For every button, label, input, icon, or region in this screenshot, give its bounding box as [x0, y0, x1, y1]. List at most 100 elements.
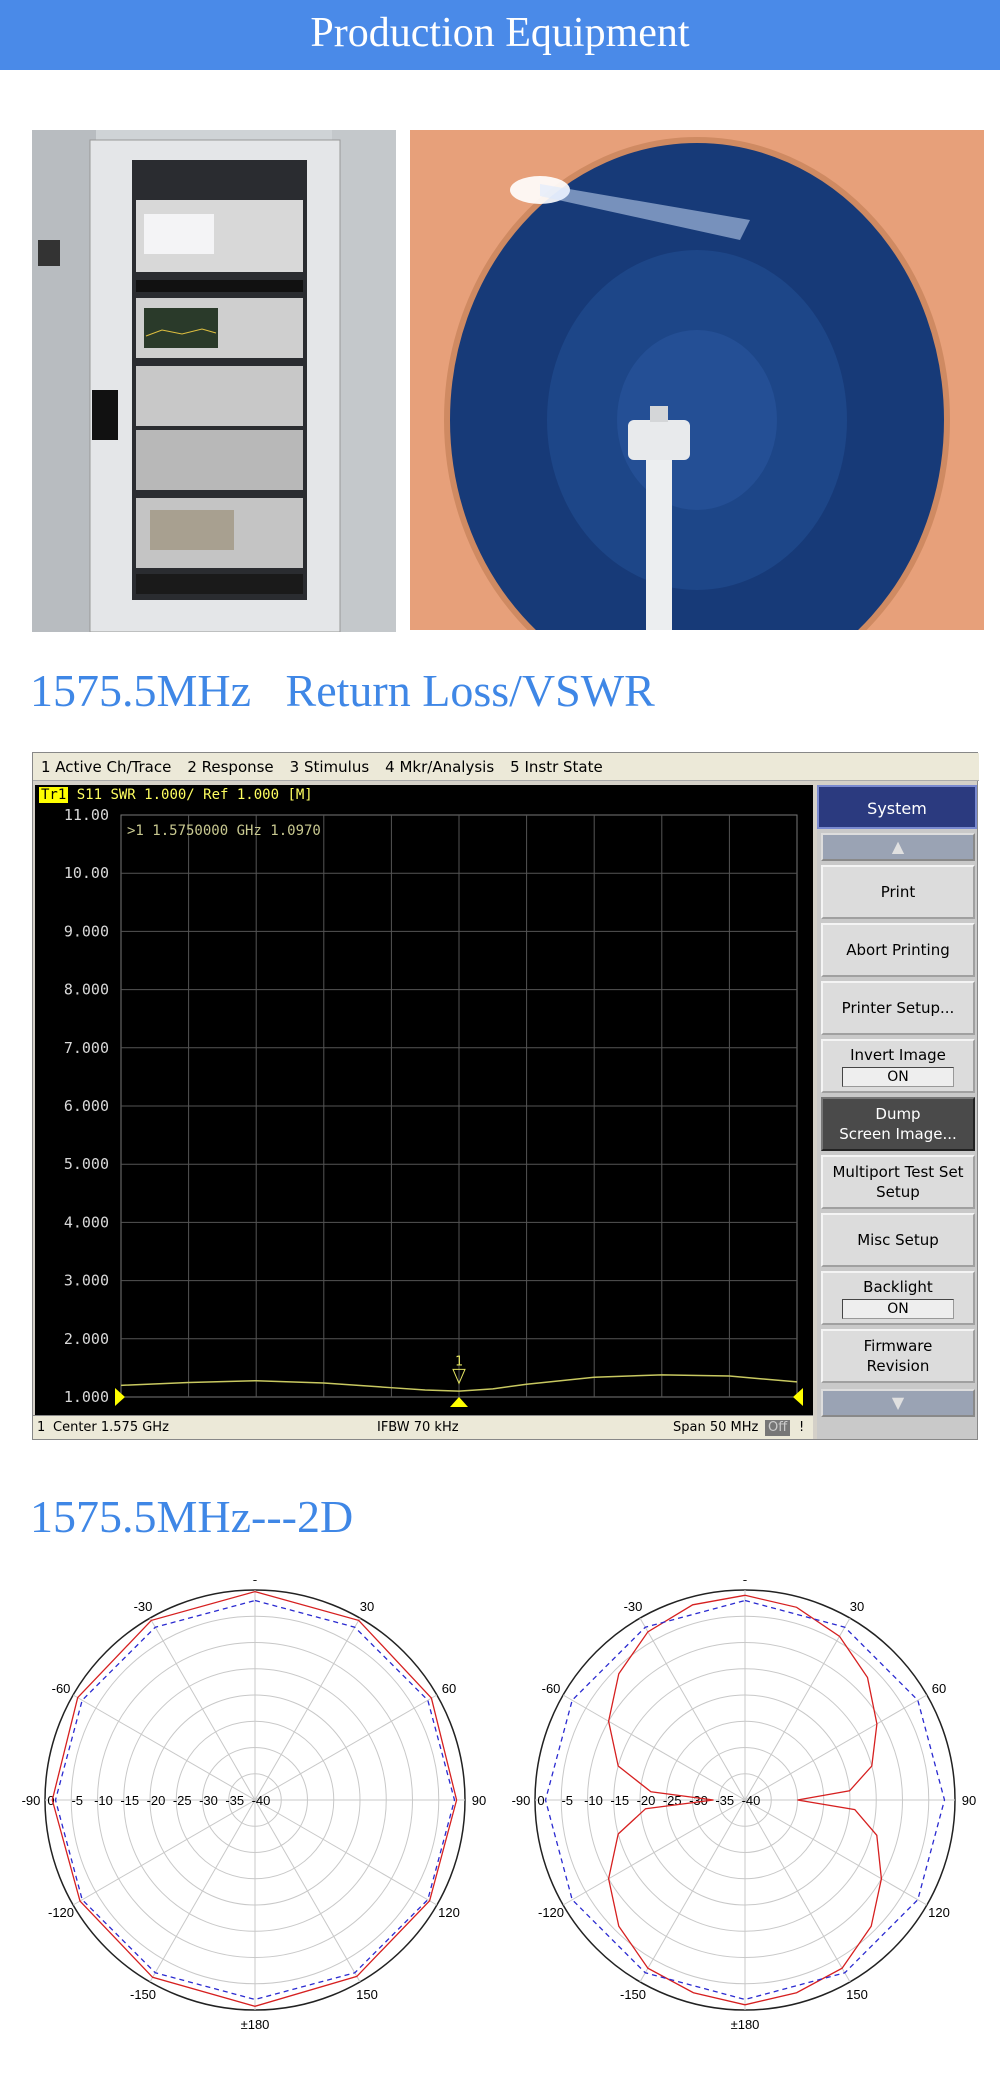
radial-label: -15 — [610, 1793, 629, 1808]
angle-label: -90 — [512, 1793, 531, 1808]
polar-spoke — [562, 1694, 746, 1801]
polar-spoke — [639, 1617, 746, 1801]
radial-label: -20 — [147, 1793, 166, 1808]
angle-label: 120 — [928, 1905, 950, 1920]
ref-arrow-right — [793, 1388, 803, 1406]
angle-label: -120 — [538, 1905, 564, 1920]
dump-label-2: Screen Image... — [839, 1125, 957, 1143]
printer-setup-label: Printer Setup... — [841, 999, 955, 1017]
status-center: Center 1.575 GHz — [53, 1420, 169, 1435]
stimulus-marker — [450, 1397, 468, 1407]
polar-spoke — [254, 1617, 361, 1801]
polar-spoke — [254, 1799, 438, 1906]
status-bar: 1 Center 1.575 GHz IFBW 70 kHz Span 50 M… — [33, 1415, 813, 1439]
radiation-pattern-2: 0 30 60 90 120 150 ±180 -150 -120 -90 -60 -30 0 -5 -10… — [510, 1569, 980, 2060]
printer-setup-button[interactable]: Printer Setup... — [821, 981, 975, 1035]
menu-stimulus[interactable]: 3 Stimulus — [289, 758, 370, 776]
radial-label: -15 — [120, 1793, 139, 1808]
anechoic-chamber-photo — [410, 130, 984, 630]
backlight-button[interactable]: Backlight ON — [821, 1271, 975, 1325]
radial-label: -10 — [584, 1793, 603, 1808]
polar-spoke — [744, 1799, 928, 1906]
polar-spoke — [254, 1799, 361, 1983]
polar-spoke — [149, 1617, 256, 1801]
scroll-up-button[interactable]: ▲ — [821, 833, 975, 861]
y-tick-label: 10.00 — [64, 864, 109, 882]
polar-spoke — [72, 1694, 256, 1801]
radial-label: -30 — [199, 1793, 218, 1808]
y-tick-label: 4.000 — [64, 1213, 109, 1231]
radial-label: -5 — [561, 1793, 573, 1808]
marker-1-label: 1 — [455, 1354, 463, 1369]
polar-spoke — [149, 1799, 256, 1983]
invert-image-button[interactable]: Invert Image ON — [821, 1039, 975, 1093]
status-off: Off — [765, 1420, 791, 1436]
scroll-down-button[interactable]: ▼ — [821, 1389, 975, 1417]
multiport-test-set-button[interactable]: Multiport Test Set Setup — [821, 1155, 975, 1209]
swr-trace — [120, 1374, 798, 1392]
angle-label: -120 — [48, 1905, 74, 1920]
polar-spoke — [744, 1799, 851, 1983]
measured-pattern-trace — [607, 1594, 883, 2006]
misc-setup-button[interactable]: Misc Setup — [821, 1213, 975, 1267]
status-channel: 1 — [37, 1420, 46, 1435]
angle-label: -30 — [624, 1599, 643, 1614]
angle-label: -90 — [22, 1793, 41, 1808]
y-tick-label: 3.000 — [64, 1272, 109, 1290]
angle-label: 90 — [962, 1793, 976, 1808]
backlight-value: ON — [842, 1299, 954, 1319]
angle-label: 0 — [251, 1580, 258, 1584]
abort-label: Abort Printing — [846, 941, 950, 959]
menu-mkr-analysis[interactable]: 4 Mkr/Analysis — [385, 758, 495, 776]
polar-spoke — [562, 1799, 746, 1906]
firmware-label-2: Revision — [866, 1357, 930, 1375]
analyzer-menubar: 1 Active Ch/Trace 2 Response 3 Stimulus 4 M… — [33, 753, 979, 781]
radial-label: -40 — [742, 1793, 761, 1808]
vswr-chart: 11.00 10.00 9.000 8.000 7.000 6.000 5.000 4.000… — [64, 806, 803, 1407]
ref-arrow-left — [115, 1388, 125, 1406]
radial-label: -25 — [173, 1793, 192, 1808]
radial-label: -40 — [252, 1793, 271, 1808]
polar-spoke — [744, 1617, 851, 1801]
radial-label: -35 — [225, 1793, 244, 1808]
banner-title: Production Equipment — [310, 10, 690, 56]
multiport-label-1: Multiport Test Set — [832, 1163, 964, 1181]
test-equipment-rack-photo — [32, 130, 396, 632]
status-ifbw: IFBW 70 kHz — [377, 1420, 459, 1435]
firmware-label-1: Firmware — [863, 1337, 933, 1355]
y-tick-label: 11.00 — [64, 806, 109, 824]
marker-readout: >1 1.5750000 GHz 1.0970 — [127, 823, 321, 839]
print-button[interactable]: Print — [821, 865, 975, 919]
angle-label: ±180 — [731, 2017, 760, 2032]
angle-label: 60 — [932, 1681, 946, 1696]
angle-label: 0 — [741, 1580, 748, 1584]
angle-label: -60 — [52, 1681, 71, 1696]
y-tick-label: 1.000 — [64, 1388, 109, 1406]
polar-spoke — [254, 1694, 438, 1801]
multiport-label-2: Setup — [876, 1183, 920, 1201]
angle-label: 150 — [846, 1987, 868, 2002]
network-analyzer-window: 1 Active Ch/Trace 2 Response 3 Stimulus 4 M… — [32, 752, 979, 1440]
trace-tag: Tr1 — [39, 787, 69, 803]
angle-label: ±180 — [241, 2017, 270, 2032]
menu-response[interactable]: 2 Response — [187, 758, 274, 776]
status-warning: ! — [799, 1420, 805, 1435]
firmware-revision-button[interactable]: Firmware Revision — [821, 1329, 975, 1383]
radiation-pattern-1: 0 30 60 90 120 150 ±180 -150 -120 -90 -60 -30 0 -5 -10… — [20, 1569, 490, 2060]
measured-pattern-trace — [51, 1590, 458, 2007]
menu-instr-state[interactable]: 5 Instr State — [510, 758, 603, 776]
dump-screen-image-button[interactable]: Dump Screen Image... — [821, 1097, 975, 1151]
page-banner: Production Equipment — [0, 0, 1000, 70]
angle-label: -150 — [130, 1987, 156, 2002]
radial-label: -30 — [689, 1793, 708, 1808]
polar-spoke — [72, 1799, 256, 1906]
backlight-label: Backlight — [863, 1278, 933, 1296]
radial-label: 0 — [537, 1793, 544, 1808]
invert-image-value: ON — [842, 1067, 954, 1087]
y-tick-label: 6.000 — [64, 1097, 109, 1115]
invert-image-label: Invert Image — [850, 1046, 946, 1064]
abort-printing-button[interactable]: Abort Printing — [821, 923, 975, 977]
angle-label: 120 — [438, 1905, 460, 1920]
menu-active-ch-trace[interactable]: 1 Active Ch/Trace — [41, 758, 172, 776]
radial-label: -20 — [637, 1793, 656, 1808]
